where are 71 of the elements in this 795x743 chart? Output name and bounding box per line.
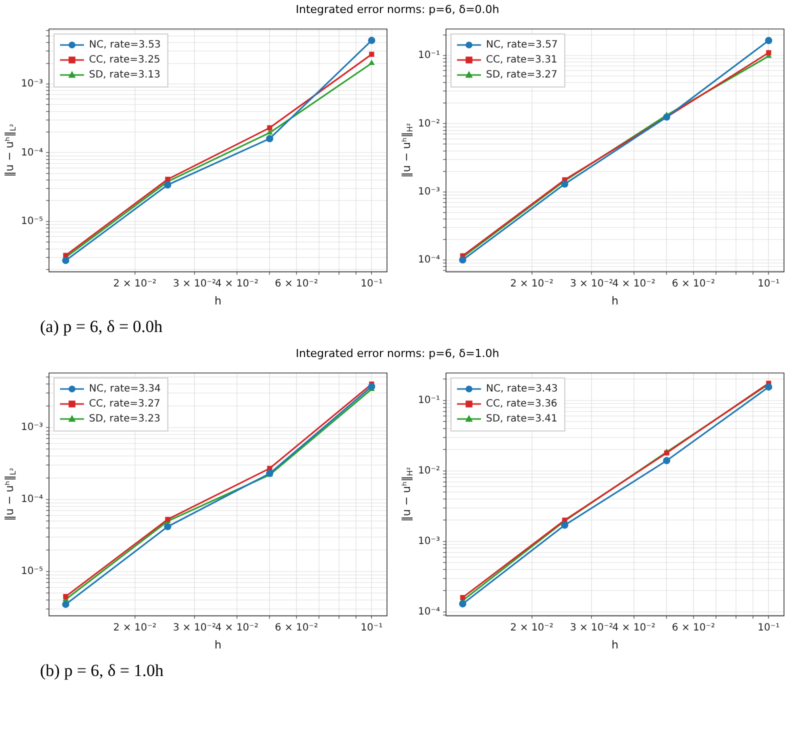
- chart-title: Integrated error norms: p=6, δ=0.0h: [294, 2, 500, 18]
- x-tick-label: 6 × 10⁻²: [274, 622, 318, 634]
- point: [62, 256, 70, 264]
- point: [164, 181, 172, 188]
- text: (b) p = 6, δ = 1.0h: [39, 660, 165, 682]
- point: [561, 522, 568, 529]
- chart-title: Integrated error norms: p=6, δ=1.0h: [294, 346, 500, 362]
- y-tick-label: 10⁻¹: [418, 395, 440, 406]
- x-tick-label: 6 × 10⁻²: [672, 622, 716, 634]
- legend-label: SD, rate=3.41: [486, 414, 558, 425]
- point: [561, 180, 568, 188]
- y-tick-label: 10⁻³: [418, 186, 440, 198]
- legend-label: CC, rate=3.36: [486, 398, 558, 410]
- x-tick-label: 3 × 10⁻²: [172, 622, 216, 634]
- point: [164, 523, 172, 530]
- x-tick-label: 6 × 10⁻²: [274, 278, 318, 290]
- x-axis-title: h: [612, 638, 619, 652]
- y-tick-label: 10⁻⁴: [20, 147, 44, 158]
- x-tick-label: 10⁻¹: [360, 278, 383, 290]
- x-tick-label: 2 × 10⁻²: [113, 278, 156, 290]
- legend-label: SD, rate=3.27: [486, 70, 558, 81]
- x-tick-label: 6 × 10⁻²: [672, 278, 716, 290]
- point: [765, 383, 772, 391]
- x-tick-label: 2 × 10⁻²: [113, 622, 156, 634]
- point: [368, 60, 375, 66]
- y-tick-label: 10⁻²: [418, 118, 440, 130]
- legend-label: NC, rate=3.34: [89, 384, 161, 395]
- legend-label: SD, rate=3.23: [89, 414, 160, 425]
- x-tick-label: 3 × 10⁻²: [570, 622, 614, 634]
- y-tick-label: 10⁻⁵: [20, 216, 44, 228]
- legend-label: NC, rate=3.43: [486, 384, 558, 395]
- legend-label: NC, rate=3.57: [486, 40, 558, 51]
- x-tick-label: 3 × 10⁻²: [172, 278, 216, 290]
- text: (a) p = 6, δ = 0.0h: [39, 316, 164, 338]
- y-tick-label: 10⁻³: [418, 536, 440, 547]
- x-tick-label: 4 × 10⁻²: [612, 278, 656, 290]
- point: [369, 52, 374, 57]
- y-tick-label: 10⁻⁵: [20, 566, 44, 578]
- x-axis-title: h: [214, 294, 222, 308]
- x-tick-label: 10⁻¹: [758, 622, 780, 634]
- point: [62, 600, 70, 608]
- y-tick-label: 10⁻³: [20, 78, 44, 90]
- x-tick-label: 4 × 10⁻²: [612, 622, 656, 634]
- x-axis-title: h: [214, 638, 222, 652]
- point: [368, 382, 376, 390]
- point: [266, 135, 274, 142]
- point: [459, 600, 466, 608]
- x-tick-label: 4 × 10⁻²: [215, 278, 258, 290]
- point: [663, 457, 670, 464]
- legend-label: CC, rate=3.25: [89, 54, 160, 66]
- y-tick-label: 10⁻⁴: [20, 494, 44, 506]
- legend-label: SD, rate=3.13: [89, 70, 160, 81]
- point: [267, 125, 272, 130]
- y-tick-label: 10⁻³: [20, 422, 44, 434]
- x-tick-label: 10⁻¹: [360, 622, 383, 634]
- legend-label: CC, rate=3.31: [486, 54, 558, 66]
- y-tick-label: 10⁻¹: [418, 50, 440, 62]
- x-tick-label: 3 × 10⁻²: [570, 278, 614, 290]
- point: [368, 36, 376, 44]
- x-axis-title: h: [612, 294, 619, 308]
- x-tick-label: 4 × 10⁻²: [215, 622, 258, 634]
- legend-label: NC, rate=3.53: [89, 40, 161, 51]
- x-tick-label: 2 × 10⁻²: [510, 278, 554, 290]
- y-tick-label: 10⁻⁴: [418, 254, 440, 266]
- y-tick-label: 10⁻⁴: [418, 606, 440, 618]
- point: [765, 36, 772, 44]
- legend-label: CC, rate=3.27: [89, 398, 160, 410]
- y-tick-label: 10⁻²: [418, 466, 440, 477]
- x-tick-label: 10⁻¹: [758, 278, 780, 290]
- x-tick-label: 2 × 10⁻²: [510, 622, 554, 634]
- point: [459, 256, 466, 264]
